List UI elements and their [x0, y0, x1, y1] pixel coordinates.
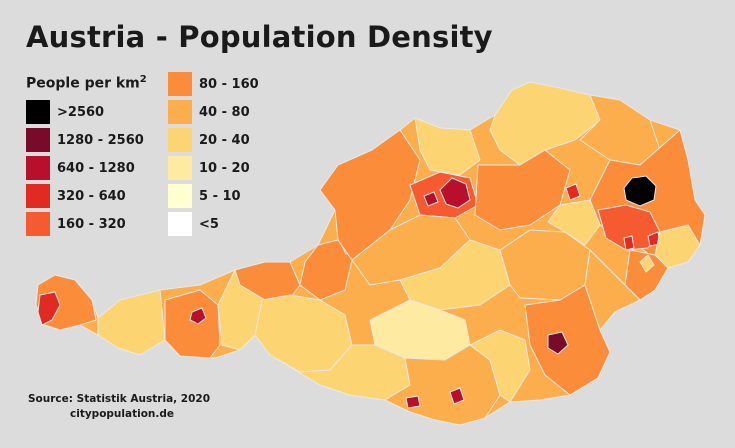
source-line-1: Source: Statistik Austria, 2020	[28, 393, 211, 405]
legend-swatch	[26, 156, 50, 180]
legend-item: >2560	[26, 98, 144, 126]
region-east-styria	[584, 249, 641, 331]
legend-label: 10 - 20	[199, 160, 250, 176]
region-innsbruck-area	[164, 289, 221, 359]
legend-label: 20 - 40	[199, 132, 250, 148]
legend-item: 160 - 320	[26, 210, 144, 238]
legend-swatch	[168, 212, 192, 236]
region-waldviertel	[489, 81, 601, 166]
region-linz	[439, 177, 471, 209]
legend-item: 40 - 80	[168, 98, 259, 126]
region-innsbruck	[189, 307, 207, 325]
region-wiener-neustadt	[623, 235, 635, 251]
legend-label: >2560	[57, 104, 105, 120]
legend-item: 80 - 160	[168, 70, 259, 98]
region-vienna	[623, 175, 657, 207]
source-note: Source: Statistik Austria, 2020 citypopu…	[28, 392, 210, 422]
legend-label: <5	[199, 216, 219, 232]
legend-item: 640 - 1280	[26, 154, 144, 182]
region-klagenfurt	[449, 387, 465, 405]
legend-column-1: >2560 1280 - 2560 640 - 1280 320 - 640 1…	[26, 98, 144, 238]
legend-item: 10 - 20	[168, 154, 259, 182]
region-lilienfeld	[547, 199, 601, 246]
legend-label: 80 - 160	[199, 76, 259, 92]
region-st-poelten	[565, 183, 581, 201]
legend-label: 5 - 10	[199, 188, 241, 204]
region-innviertel	[319, 129, 421, 261]
legend-swatch	[168, 184, 192, 208]
legend-swatch	[26, 128, 50, 152]
region-upper-styria	[499, 229, 591, 301]
legend-swatch	[168, 72, 192, 96]
legend-label: 640 - 1280	[57, 160, 135, 176]
legend-swatch	[168, 100, 192, 124]
legend-column-2: 80 - 160 40 - 80 20 - 40 10 - 20 5 - 10 …	[168, 70, 259, 238]
region-dornbirn	[37, 291, 61, 326]
legend-label: 1280 - 2560	[57, 132, 144, 148]
region-graz	[547, 331, 569, 355]
legend-item: <5	[168, 210, 259, 238]
legend-item: 1280 - 2560	[26, 126, 144, 154]
page-title: Austria - Population Density	[26, 20, 493, 54]
region-graz-umgebung	[524, 284, 611, 396]
region-wels	[423, 191, 439, 207]
legend-item: 320 - 640	[26, 182, 144, 210]
legend-label: 40 - 80	[199, 104, 250, 120]
legend-item: 5 - 10	[168, 182, 259, 210]
legend-swatch	[26, 100, 50, 124]
legend-label: 160 - 320	[57, 216, 126, 232]
legend-swatch	[26, 212, 50, 236]
legend-item: 20 - 40	[168, 126, 259, 154]
legend-label: 320 - 640	[57, 188, 126, 204]
legend-swatch	[168, 128, 192, 152]
legend-title: People per km2	[26, 74, 147, 92]
region-muehlviertel	[414, 117, 481, 176]
source-line-2: citypopulation.de	[70, 408, 175, 420]
legend-swatch	[168, 156, 192, 180]
region-neusiedl-lake	[639, 254, 655, 273]
region-landeck	[97, 289, 166, 356]
region-wolfsberg	[469, 329, 531, 403]
legend-swatch	[26, 184, 50, 208]
region-villach	[405, 395, 421, 409]
